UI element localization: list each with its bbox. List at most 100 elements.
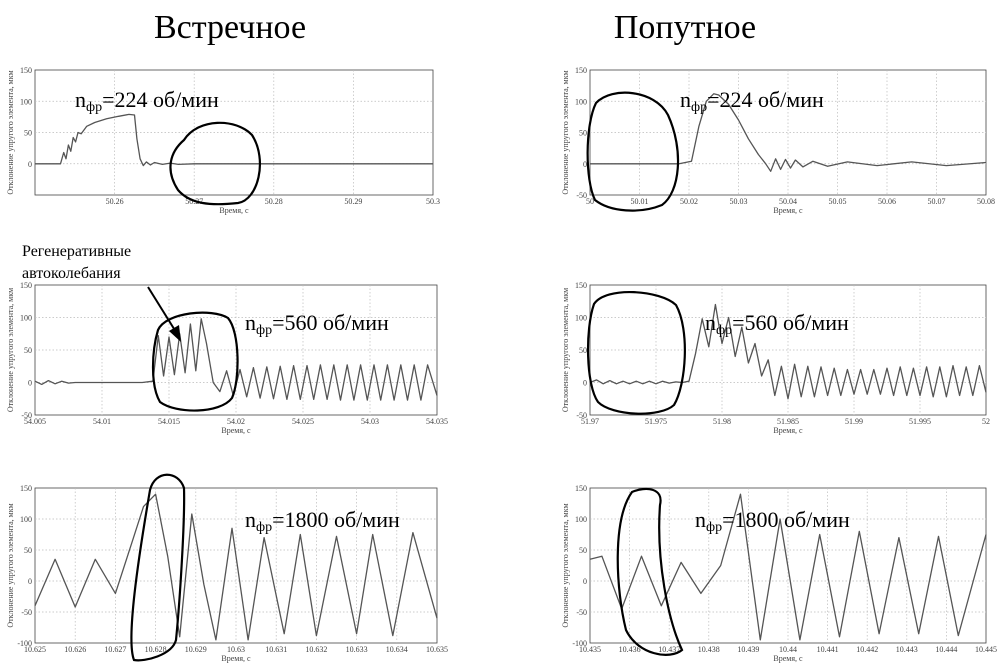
x-tick-label: 10.628 [145, 645, 167, 654]
y-tick-label: 150 [20, 281, 32, 290]
y-tick-label: 150 [575, 66, 587, 75]
x-tick-label: 54.035 [426, 417, 448, 426]
x-tick-label: 10.445 [975, 645, 997, 654]
x-tick-label: 51.97 [581, 417, 599, 426]
x-tick-label: 50.29 [344, 197, 362, 206]
left-column-title: Встречное [154, 9, 306, 46]
x-tick-label: 50 [586, 197, 594, 206]
x-tick-label: 50.02 [680, 197, 698, 206]
x-tick-label: 51.98 [713, 417, 731, 426]
chart-6: 10.435 10.436 10.437 10.438 10.439 10.44 10.44… [561, 484, 997, 663]
y-tick-label: -50 [21, 608, 32, 617]
x-tick-label: 50.01 [631, 197, 649, 206]
x-tick-label: 10.442 [856, 645, 878, 654]
x-tick-label: 10.635 [426, 645, 448, 654]
x-tick-label: 50.3 [426, 197, 440, 206]
series-line-1 [34, 493, 438, 641]
x-tick-label: 10.435 [579, 645, 601, 654]
series-line-1 [589, 303, 987, 400]
y-tick-label: 50 [24, 346, 32, 355]
annotation-arrow-line [147, 286, 177, 333]
x-tick-label: 10.439 [737, 645, 759, 654]
x-tick-label: 50.04 [779, 197, 797, 206]
y-tick-label: 0 [583, 160, 587, 169]
x-tick-label: 51.995 [909, 417, 931, 426]
speed-label: nфр=560 об/мин [245, 310, 389, 338]
x-tick-label: 50.05 [829, 197, 847, 206]
highlight-circle-bottom-left [130, 473, 186, 662]
x-tick-label: 10.633 [346, 645, 368, 654]
highlight-circle-middle-left [151, 311, 239, 412]
annotation-arrow-head [169, 325, 181, 342]
annotation-line-1: Регенеративные [22, 243, 131, 260]
x-tick-label: 51.985 [777, 417, 799, 426]
right-column-title: Попутное [614, 9, 756, 46]
x-tick-label: 10.632 [305, 645, 327, 654]
x-tick-label: 51.99 [845, 417, 863, 426]
x-tick-label: 10.436 [619, 645, 641, 654]
y-axis-label: Отклонение упругого элемента, мкм [6, 503, 15, 627]
x-axis-label: Время, с [221, 654, 251, 663]
highlight-circles [130, 91, 686, 662]
plot-area [34, 69, 434, 196]
charts-grid: 50.26 50.27 50.28 50.29 50.3050100150Время, … [6, 66, 997, 663]
y-tick-label: -100 [572, 639, 587, 648]
y-tick-label: 0 [28, 160, 32, 169]
y-tick-label: 0 [583, 379, 587, 388]
chart-1: 50.26 50.27 50.28 50.29 50.3050100150Время, … [6, 66, 440, 215]
y-tick-label: 100 [20, 515, 32, 524]
x-tick-label: 10.444 [935, 645, 957, 654]
x-axis-label: Время, с [773, 206, 803, 215]
y-axis-label: Отклонение упругого элемента, мкм [561, 503, 570, 627]
x-tick-label: 50.28 [265, 197, 283, 206]
y-tick-label: 50 [579, 129, 587, 138]
annotation-line-2: автоколебания [22, 265, 121, 282]
y-axis-label: Отклонение упругого элемента, мкм [6, 288, 15, 412]
x-tick-label: 50.08 [977, 197, 995, 206]
x-tick-label: 10.625 [24, 645, 46, 654]
chart-4: 51.97 51.975 51.98 51.985 51.99 51.995 52 -50 0 5… [561, 281, 990, 435]
x-tick-label: 54.015 [158, 417, 180, 426]
y-tick-label: 150 [575, 484, 587, 493]
y-tick-label: -50 [576, 191, 587, 200]
x-tick-label: 10.443 [896, 645, 918, 654]
y-tick-label: -100 [17, 639, 32, 648]
chart-3: 54.005 54.01 54.015 54.02 54.025 54.03 54.035 -… [6, 281, 448, 435]
y-tick-label: 100 [575, 97, 587, 106]
y-axis-label: Отклонение упругого элемента, мкм [6, 70, 15, 194]
x-axis-label: Время, с [219, 206, 249, 215]
y-tick-label: 100 [20, 314, 32, 323]
y-tick-label: 50 [579, 546, 587, 555]
x-axis-label: Время, с [773, 426, 803, 435]
x-tick-label: 54.025 [292, 417, 314, 426]
x-tick-label: 10.441 [817, 645, 839, 654]
x-tick-label: 50.26 [106, 197, 124, 206]
y-tick-label: -50 [576, 411, 587, 420]
y-tick-label: 0 [583, 577, 587, 586]
y-tick-label: -50 [576, 608, 587, 617]
y-tick-label: 150 [20, 484, 32, 493]
y-axis-label: Отклонение упругого элемента, мкм [561, 70, 570, 194]
x-tick-label: 50.06 [878, 197, 896, 206]
x-axis-label: Время, с [773, 654, 803, 663]
speed-label: nфр=560 об/мин [705, 310, 849, 338]
speed-label: nфр=224 об/мин [75, 87, 219, 115]
speed-label: nфр=224 об/мин [680, 87, 824, 115]
series-line-1 [34, 318, 438, 401]
y-axis-label: Отклонение упругого элемента, мкм [561, 288, 570, 412]
x-tick-label: 10.44 [779, 645, 797, 654]
x-tick-label: 10.438 [698, 645, 720, 654]
x-axis-label: Время, с [221, 426, 251, 435]
x-tick-label: 10.634 [386, 645, 408, 654]
highlight-circle-top-right [586, 91, 680, 212]
x-tick-label: 10.437 [658, 645, 680, 654]
x-tick-label: 50.07 [928, 197, 946, 206]
y-tick-label: 100 [575, 314, 587, 323]
x-tick-label: 54.03 [361, 417, 379, 426]
x-tick-label: 52 [982, 417, 990, 426]
y-tick-label: 100 [20, 97, 32, 106]
x-tick-label: 10.627 [104, 645, 126, 654]
speed-label: nфр=1800 об/мин [245, 507, 400, 535]
chart-5: 10.625 10.626 10.627 10.628 10.629 10.63 10.63… [6, 484, 448, 663]
